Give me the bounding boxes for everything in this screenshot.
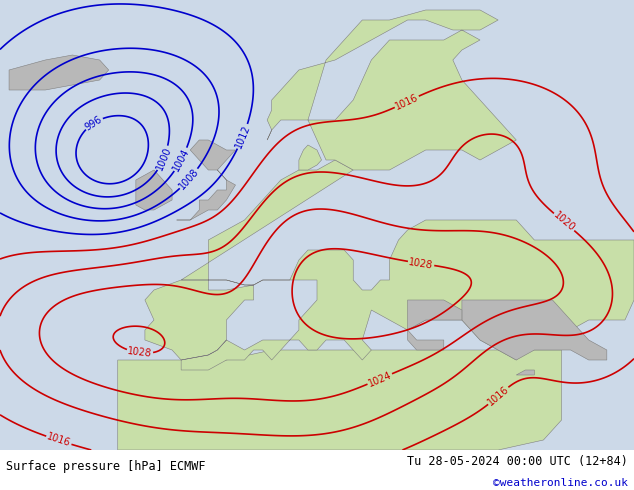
Text: 1008: 1008: [177, 167, 201, 192]
Polygon shape: [177, 140, 235, 220]
Text: 996: 996: [83, 114, 104, 132]
Text: Tu 28-05-2024 00:00 UTC (12+84): Tu 28-05-2024 00:00 UTC (12+84): [407, 455, 628, 467]
Text: 1028: 1028: [408, 257, 434, 270]
Text: ©weatheronline.co.uk: ©weatheronline.co.uk: [493, 478, 628, 488]
Polygon shape: [299, 145, 321, 170]
Polygon shape: [118, 350, 562, 450]
Text: 1012: 1012: [233, 123, 252, 150]
Polygon shape: [136, 170, 172, 210]
Text: 1016: 1016: [394, 92, 420, 112]
Polygon shape: [9, 55, 108, 90]
Polygon shape: [462, 300, 607, 360]
Text: 1020: 1020: [552, 210, 577, 234]
Text: 1016: 1016: [46, 432, 72, 449]
Text: 1000: 1000: [154, 145, 173, 172]
Text: 1016: 1016: [486, 384, 511, 408]
Polygon shape: [145, 160, 634, 370]
Polygon shape: [408, 300, 462, 350]
Polygon shape: [516, 370, 534, 375]
Text: 1024: 1024: [366, 369, 393, 389]
Text: 1004: 1004: [171, 147, 191, 173]
Polygon shape: [267, 10, 516, 170]
Text: 1028: 1028: [127, 346, 153, 359]
Text: Surface pressure [hPa] ECMWF: Surface pressure [hPa] ECMWF: [6, 460, 206, 473]
